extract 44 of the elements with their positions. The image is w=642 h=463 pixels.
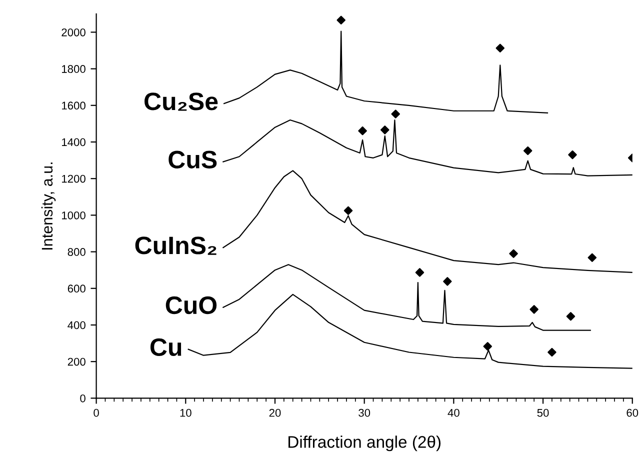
point	[483, 342, 492, 351]
y-tick-label: 1800	[62, 65, 86, 73]
y-tick-label: 800	[68, 248, 86, 256]
point	[568, 150, 577, 160]
y-tick-label: 1000	[62, 211, 86, 220]
point	[358, 126, 367, 136]
x-tick-label: 30	[358, 408, 370, 417]
point	[443, 277, 452, 286]
line-series	[222, 170, 632, 274]
y-tick-label: 1200	[62, 174, 86, 183]
y-tick-label: 0	[80, 394, 86, 402]
point	[391, 110, 400, 118]
point	[548, 348, 556, 357]
point	[530, 305, 538, 314]
point	[509, 249, 518, 258]
series-label: CuO	[166, 296, 217, 314]
line-series	[222, 264, 591, 331]
series-label: Cu	[150, 338, 182, 356]
x-tick-label: 40	[448, 408, 460, 417]
x-tick-label: 50	[537, 408, 549, 417]
point	[415, 268, 424, 277]
point	[380, 126, 390, 134]
x-tick-label: 10	[180, 408, 192, 417]
line-series	[224, 30, 548, 114]
point	[566, 312, 576, 321]
point	[344, 206, 353, 215]
series-label: Cu₂Se	[144, 92, 218, 111]
y-axis-title: Intensity, a.u.	[41, 162, 56, 250]
x-axis-title: Diffraction angle (2θ)	[288, 436, 441, 452]
y-tick-label: 1400	[62, 138, 86, 146]
x-tick-label: 0	[94, 408, 99, 417]
series-label: CuS	[168, 150, 217, 168]
y-tick-label: 200	[68, 358, 86, 366]
point	[496, 44, 505, 52]
series-label: CuInS₂	[135, 236, 216, 255]
y-tick-label: 1600	[62, 102, 86, 110]
point	[588, 253, 597, 262]
point	[523, 146, 532, 156]
y-tick-label: 2000	[62, 28, 86, 36]
y-tick-label: 600	[68, 284, 86, 293]
y-tick-label: 400	[68, 321, 86, 330]
x-tick-label: 20	[269, 408, 281, 417]
x-tick-label: 60	[626, 408, 638, 417]
point	[336, 16, 346, 24]
